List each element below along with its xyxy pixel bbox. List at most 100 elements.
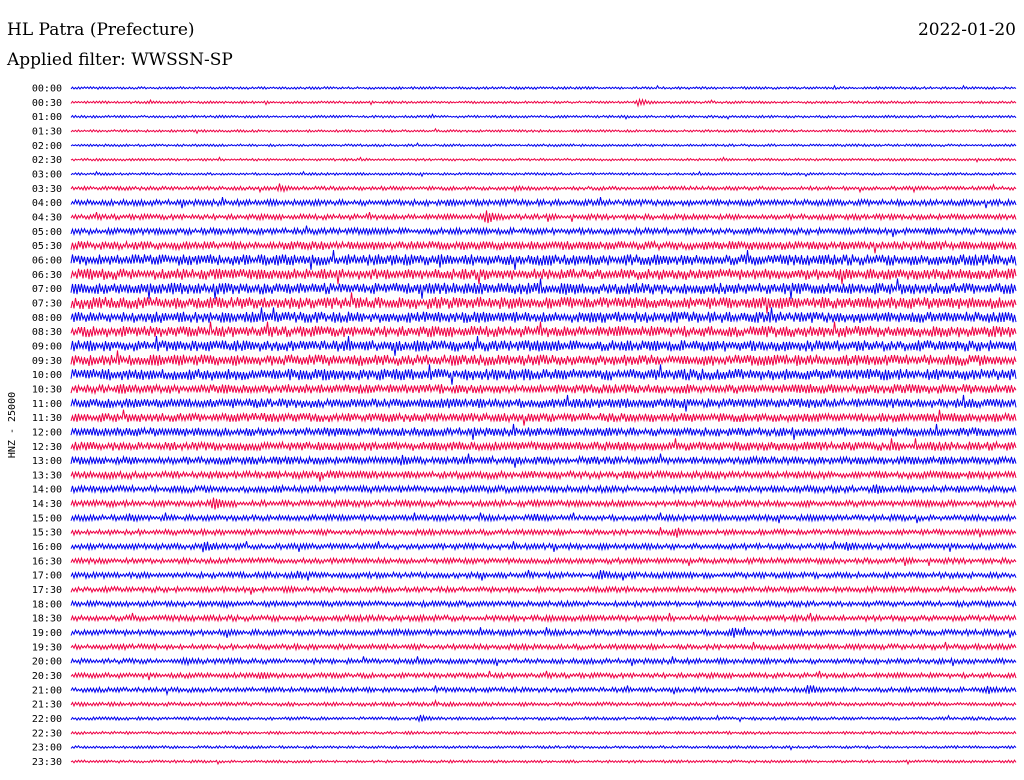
tick-label: 19:30 bbox=[32, 642, 62, 653]
tick-label: 19:00 bbox=[32, 628, 62, 639]
tick-label: 20:00 bbox=[32, 657, 62, 668]
tick-label: 04:00 bbox=[32, 198, 62, 209]
seismic-trace bbox=[70, 210, 1017, 224]
tick-label: 21:00 bbox=[32, 685, 62, 696]
seismic-trace bbox=[70, 483, 1017, 495]
seismic-trace bbox=[70, 714, 1017, 723]
tick-label: 01:00 bbox=[32, 112, 62, 123]
tick-label: 07:00 bbox=[32, 284, 62, 295]
seismic-trace bbox=[70, 612, 1017, 624]
seismic-trace bbox=[70, 569, 1017, 581]
tick-label: 23:30 bbox=[32, 757, 62, 768]
seismic-trace bbox=[70, 423, 1017, 440]
seismic-trace bbox=[70, 127, 1017, 135]
tick-label: 23:00 bbox=[32, 743, 62, 754]
tick-label: 09:00 bbox=[32, 341, 62, 352]
tick-label: 11:00 bbox=[32, 399, 62, 410]
tick-label: 00:30 bbox=[32, 98, 62, 109]
seismic-trace bbox=[70, 438, 1017, 452]
seismic-trace bbox=[70, 84, 1017, 91]
tick-label: 05:30 bbox=[32, 241, 62, 252]
tick-label: 22:00 bbox=[32, 714, 62, 725]
tick-label: 15:00 bbox=[32, 513, 62, 524]
seismic-trace bbox=[70, 364, 1017, 385]
seismic-trace bbox=[70, 527, 1017, 538]
tick-label: 16:00 bbox=[32, 542, 62, 553]
seismic-trace bbox=[70, 512, 1017, 524]
seismic-trace bbox=[70, 497, 1017, 510]
seismic-trace bbox=[70, 350, 1017, 366]
y-axis-label: HNZ - 25000 bbox=[7, 392, 18, 458]
seismic-trace bbox=[70, 97, 1017, 108]
seismic-trace bbox=[70, 584, 1017, 595]
tick-label: 15:30 bbox=[32, 528, 62, 539]
seismic-trace bbox=[70, 170, 1017, 178]
seismic-trace bbox=[70, 249, 1017, 270]
tick-label: 07:30 bbox=[32, 298, 62, 309]
tick-label: 12:00 bbox=[32, 427, 62, 438]
tick-label: 10:30 bbox=[32, 384, 62, 395]
seismic-trace bbox=[70, 698, 1017, 708]
seismic-trace bbox=[70, 453, 1017, 468]
tick-label: 16:30 bbox=[32, 556, 62, 567]
seismic-trace bbox=[70, 744, 1017, 751]
seismic-trace bbox=[70, 469, 1017, 482]
tick-label: 05:00 bbox=[32, 227, 62, 238]
tick-label: 20:30 bbox=[32, 671, 62, 682]
tick-label: 17:00 bbox=[32, 571, 62, 582]
seismic-trace bbox=[70, 156, 1017, 164]
tick-label: 14:30 bbox=[32, 499, 62, 510]
tick-label-group: 00:00 00:30 01:00 01:30 02:00 02:30 03:00 03:30… bbox=[32, 84, 62, 769]
seismic-trace bbox=[70, 409, 1017, 426]
tick-label: 12:30 bbox=[32, 442, 62, 453]
tick-label: 03:30 bbox=[32, 184, 62, 195]
seismic-trace bbox=[70, 641, 1017, 652]
date-label: 2022-01-20 bbox=[917, 20, 1016, 40]
seismic-trace bbox=[70, 670, 1017, 681]
seismic-trace bbox=[70, 335, 1017, 356]
tick-label: 22:30 bbox=[32, 728, 62, 739]
seismic-trace bbox=[70, 268, 1017, 285]
seismic-trace bbox=[70, 307, 1017, 323]
seismic-trace bbox=[70, 627, 1017, 638]
seismic-trace bbox=[70, 383, 1017, 396]
seismic-trace bbox=[70, 685, 1017, 697]
seismic-trace bbox=[70, 142, 1017, 148]
tick-label: 00:00 bbox=[32, 84, 62, 95]
tick-label: 17:30 bbox=[32, 585, 62, 596]
seismic-trace bbox=[70, 730, 1017, 736]
tick-label: 04:30 bbox=[32, 212, 62, 223]
tick-label: 14:00 bbox=[32, 485, 62, 496]
seismic-trace bbox=[70, 239, 1017, 254]
station-title: HL Patra (Prefecture) bbox=[7, 20, 195, 40]
tick-label: 11:30 bbox=[32, 413, 62, 424]
tick-label: 13:30 bbox=[32, 470, 62, 481]
seismic-trace bbox=[70, 183, 1017, 194]
seismic-trace bbox=[70, 292, 1017, 314]
tick-label: 02:00 bbox=[32, 141, 62, 152]
seismic-trace bbox=[70, 541, 1017, 553]
tick-label: 13:00 bbox=[32, 456, 62, 467]
filter-label: Applied filter: WWSSN-SP bbox=[7, 50, 233, 70]
tick-label: 01:30 bbox=[32, 126, 62, 137]
trace-group bbox=[70, 84, 1017, 766]
seismic-trace bbox=[70, 599, 1017, 610]
tick-label: 06:00 bbox=[32, 255, 62, 266]
seismic-trace bbox=[70, 321, 1017, 338]
seismic-trace bbox=[70, 394, 1017, 412]
tick-label: 18:00 bbox=[32, 599, 62, 610]
tick-label: 06:30 bbox=[32, 270, 62, 281]
tick-label: 09:30 bbox=[32, 356, 62, 367]
tick-label: 03:00 bbox=[32, 169, 62, 180]
seismic-trace bbox=[70, 556, 1017, 567]
seismic-trace bbox=[70, 113, 1017, 121]
tick-label: 10:00 bbox=[32, 370, 62, 381]
seismic-trace bbox=[70, 759, 1017, 766]
tick-label: 18:30 bbox=[32, 614, 62, 625]
tick-label: 08:00 bbox=[32, 313, 62, 324]
seismic-trace bbox=[70, 197, 1017, 209]
seismic-trace bbox=[70, 225, 1017, 238]
seismic-trace bbox=[70, 656, 1017, 667]
tick-label: 02:30 bbox=[32, 155, 62, 166]
